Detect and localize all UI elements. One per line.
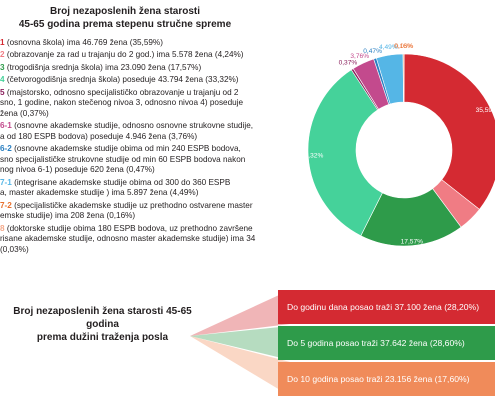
legend-code: 2 — [0, 50, 5, 60]
education-chart-title: Broj nezaposlenih žena starosti 45-65 go… — [0, 5, 250, 31]
legend-item: 1 (osnovna škola) ima 46.769 žena (35,59… — [0, 38, 282, 49]
duration-box-5-years: Do 5 godina posao traži 37.642 žena (28,… — [278, 326, 495, 360]
legend-text: (specijalističke akademske studije uz pr… — [0, 200, 253, 221]
donut-slice-4 — [307, 69, 383, 237]
donut-label-8: 0,03% — [395, 43, 414, 50]
donut-slice-1 — [403, 53, 495, 210]
donut-label-5: 0,37% — [339, 59, 358, 66]
legend-code: 7-1 — [0, 177, 12, 187]
duration-box-1-year: Do godinu dana posao traži 37.100 žena (… — [278, 290, 495, 324]
donut-slice-7-2 — [402, 53, 405, 103]
connector-wedge-3 — [190, 336, 290, 396]
legend-code: 6-1 — [0, 121, 12, 131]
legend-item: 6-1 (osnovne akademske studije, odnosno … — [0, 121, 282, 142]
legend-text: (majstorsko, odnosno specijalističko obr… — [0, 87, 244, 118]
legend-text: (osnovne akademske studije, odnosno osno… — [0, 121, 254, 141]
legend-text: (osnovna škola) ima 46.769 žena (35,59%) — [4, 38, 163, 47]
legend-item: 2 (obrazovanje za rad u trajanju do 2 go… — [0, 50, 282, 61]
donut-label-1: 35,59% — [476, 107, 495, 114]
legend-code: 3 — [0, 62, 5, 72]
education-donut-chart: 0,03%35,59%4,24%17,57%33,32%0,37%3,76%0,… — [301, 43, 495, 247]
donut-label-6-2: 0,47% — [363, 48, 382, 55]
legend-code: 4 — [0, 75, 5, 85]
legend-item: 5 (majstorsko, odnosno specijalističko o… — [0, 88, 282, 120]
legend-text: (trogodišnja srednja škola) ima 23.090 ž… — [4, 62, 202, 72]
legend-item: 3 (trogodišnja srednja škola) ima 23.090… — [0, 63, 282, 74]
legend-text: (obrazovanje za rad u trajanju do 2 god.… — [4, 50, 244, 60]
education-legend: 1 (osnovna škola) ima 46.769 žena (35,59… — [0, 38, 282, 257]
duration-title-line2: prema dužini traženja posla — [36, 332, 169, 343]
legend-text: (četvorogodišnja srednja škola) poseduje… — [4, 75, 239, 85]
legend-item: 6-2 (osnovne akademske studije obima od … — [0, 144, 282, 176]
legend-code: 6-2 — [0, 144, 12, 154]
legend-code: 8 — [0, 223, 5, 233]
legend-item: 7-2 (specijalističke akademske studije u… — [0, 201, 282, 222]
education-title-line2: 45-65 godina prema stepenu stručne sprem… — [18, 19, 232, 30]
connector-wedge-2 — [190, 326, 290, 360]
legend-text: (integrisane akademske studije obima od … — [0, 177, 231, 198]
duration-box-10-years: Do 10 godina posao traži 23.156 žena (17… — [278, 362, 495, 396]
duration-title-line1: Broj nezaposlenih žena starosti 45-65 go… — [13, 306, 192, 330]
legend-code: 7-2 — [0, 200, 12, 210]
donut-label-2: 4,24% — [467, 222, 486, 229]
legend-code: 1 — [0, 38, 5, 47]
legend-item: 7-1 (integrisane akademske studije obima… — [0, 178, 282, 199]
donut-label-7-1: 4,49% — [379, 44, 398, 51]
legend-code: 5 — [0, 87, 5, 97]
duration-title: Broj nezaposlenih žena starosti 45-65 go… — [0, 305, 205, 344]
donut-label-6-1: 3,76% — [350, 53, 369, 60]
legend-item: 4 (četvorogodišnja srednja škola) posedu… — [0, 75, 282, 86]
legend-item: 8 (doktorske studije obima 180 ESPB bodo… — [0, 224, 282, 256]
connector-wedge-1 — [190, 290, 290, 336]
donut-label-3: 17,57% — [401, 239, 424, 246]
education-title-line1: Broj nezaposlenih žena starosti — [49, 6, 201, 17]
donut-label-4: 33,32% — [301, 152, 324, 159]
duration-connector-fan — [190, 290, 290, 396]
donut-label-7-2: 0,16% — [394, 43, 413, 50]
legend-text: (doktorske studije obima 180 ESPB bodova… — [0, 223, 256, 254]
legend-text: (osnovne akademske studije obima od min … — [0, 144, 246, 175]
